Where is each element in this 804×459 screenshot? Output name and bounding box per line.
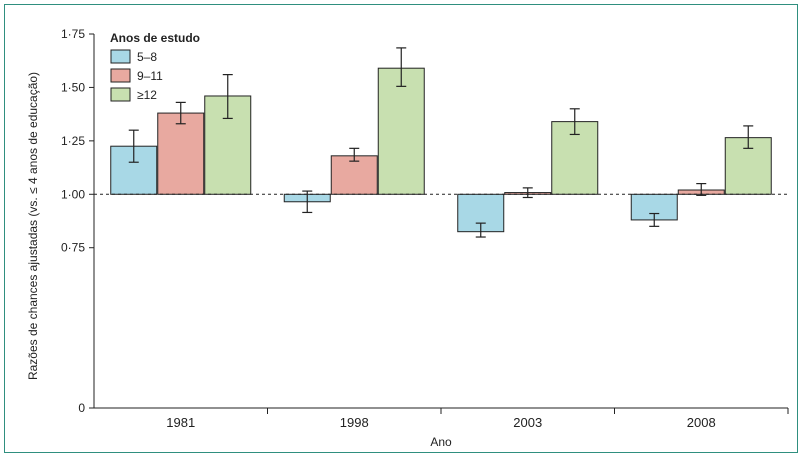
y-tick-label: 1·00 (61, 187, 85, 201)
legend-label: 9–11 (137, 69, 163, 83)
x-tick-label: 2008 (687, 415, 716, 430)
legend-swatch (110, 87, 131, 102)
x-tick-label: 1981 (166, 415, 195, 430)
legend-label: 5–8 (137, 50, 157, 64)
y-tick-label: 0·75 (61, 241, 85, 255)
bar (377, 67, 425, 195)
bar (330, 155, 378, 195)
bar (157, 112, 205, 195)
legend-title: Anos de estudo (110, 31, 200, 45)
x-tick-label: 1998 (340, 415, 369, 430)
legend: Anos de estudo 5–8 9–11 ≥12 (110, 31, 200, 102)
figure-frame (4, 4, 798, 453)
y-tick-label: 1·75 (61, 27, 85, 41)
y-tick-label: 1·50 (61, 80, 85, 94)
legend-label: ≥12 (137, 88, 157, 102)
bars (94, 47, 788, 238)
x-axis-title: Ano (430, 435, 452, 449)
x-tick-label: 2003 (513, 415, 542, 430)
legend-swatch (110, 68, 131, 83)
y-tick-label: 0 (78, 401, 85, 415)
legend-swatch (110, 49, 131, 64)
y-tick-label: 1·25 (61, 134, 85, 148)
y-axis-title: Razões de chances ajustadas (vs. ≤ 4 ano… (26, 72, 40, 380)
axes: 0 0·75 1·00 1·25 1·50 1·75 Razões de chances a… (26, 27, 789, 449)
